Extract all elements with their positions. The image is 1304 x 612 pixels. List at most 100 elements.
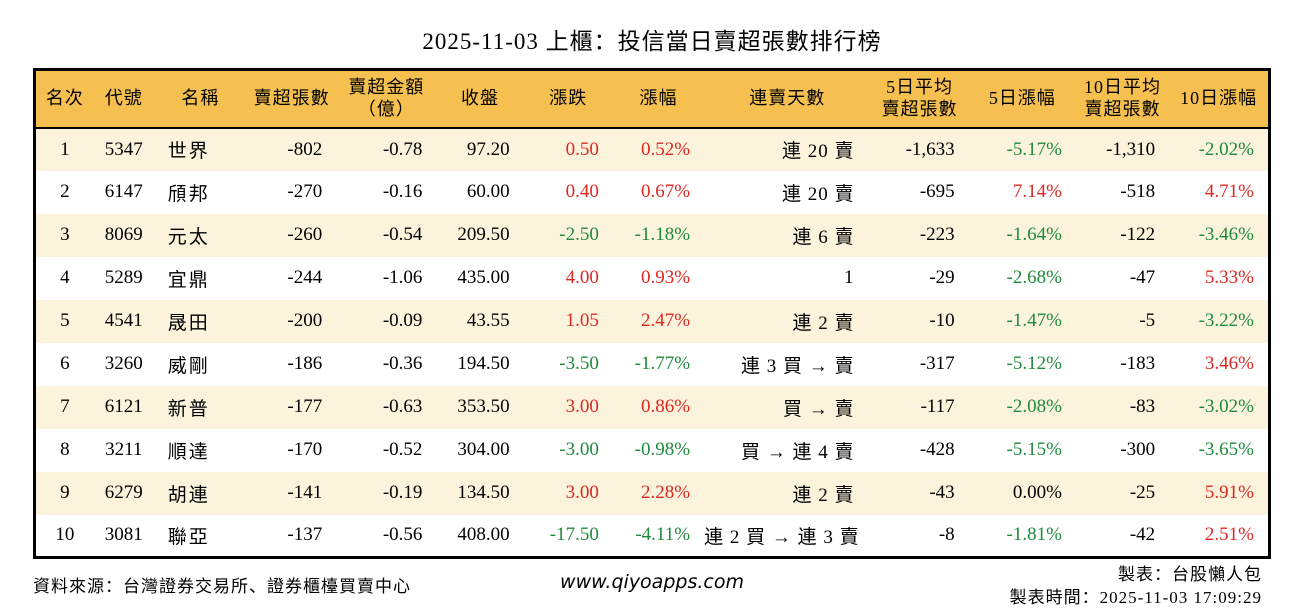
column-header-net-sell-amount: 賣超金額 （億） [336, 69, 437, 129]
cell-avg5-net-sell-volume: -1,633 [905, 138, 955, 160]
cell-avg10-net-sell-volume: -122 [1120, 224, 1156, 245]
cell-consecutive-sell-days: 連 3 買 → 賣 [740, 355, 855, 377]
cell-change: 4.00 [565, 267, 599, 288]
cell-change-10d-pct: -2.02% [1198, 138, 1254, 160]
cell-net-sell-volume: -137 [287, 524, 323, 546]
cell-change-10d-pct: 2.51% [1204, 524, 1254, 546]
cell-change-5d-pct: -5.12% [1006, 353, 1062, 374]
cell-code: 3211 [105, 439, 143, 460]
page-title: 2025-11-03 上櫃：投信當日賣超張數排行榜 [422, 29, 882, 54]
cell-consecutive-sell-days: 1 [843, 267, 855, 288]
cell-net-sell-amount: -0.56 [382, 524, 423, 546]
column-header-change: 漲跌 [523, 69, 613, 129]
cell-change-pct: -0.98% [634, 439, 691, 460]
cell-rank: 5 [60, 310, 70, 331]
table-row: 1 5347 世界 -802 -0.78 97.20 0.50 0.52% 連 20 賣 -1,6… [34, 127, 1270, 171]
cell-change: -17.50 [549, 524, 599, 546]
cell-close: 408.00 [457, 524, 510, 546]
cell-net-sell-amount: -1.06 [382, 267, 423, 288]
cell-avg10-net-sell-volume: -5 [1139, 310, 1156, 331]
cell-name: 順達 [167, 441, 210, 463]
column-header-change-pct: 漲幅 [612, 69, 705, 129]
table-header: 名次 代號 名稱 賣超張數 賣超金額 （億） 收盤 漲跌 漲幅 連賣天數 5日平均 賣超張數 5日漲… [34, 69, 1270, 129]
cell-rank: 10 [55, 524, 75, 546]
table-row: 8 3211 順達 -170 -0.52 304.00 -3.00 -0.98% 買 → 連 4… [35, 429, 1270, 472]
column-header-avg5-net-sell-volume: 5日平均 賣超張數 [870, 69, 969, 129]
cell-consecutive-sell-days: 連 2 賣 [792, 312, 855, 334]
ranking-table: 名次 代號 名稱 賣超張數 賣超金額 （億） 收盤 漲跌 漲幅 連賣天數 5日平均 賣超張數 5日漲… [33, 68, 1271, 559]
cell-name: 晟田 [167, 312, 210, 334]
cell-change-5d-pct: -2.08% [1006, 396, 1062, 417]
cell-name: 世界 [167, 141, 210, 162]
cell-avg10-net-sell-volume: -42 [1129, 524, 1156, 546]
table-header-row: 名次 代號 名稱 賣超張數 賣超金額 （億） 收盤 漲跌 漲幅 連賣天數 5日平均 賣超張數 5日漲… [34, 69, 1270, 129]
column-header-code: 代號 [93, 69, 154, 129]
cell-net-sell-amount: -0.16 [382, 181, 423, 202]
cell-change-pct: 2.28% [640, 482, 691, 503]
cell-change: 3.00 [565, 396, 599, 417]
cell-change-pct: -1.77% [634, 353, 691, 374]
cell-change: 0.50 [565, 138, 599, 160]
cell-close: 353.50 [457, 396, 510, 417]
cell-avg5-net-sell-volume: -317 [919, 353, 955, 374]
cell-change-5d-pct: -1.64% [1006, 224, 1062, 245]
cell-change-pct: 0.67% [640, 181, 691, 202]
column-header-name: 名稱 [153, 69, 247, 129]
cell-avg10-net-sell-volume: -25 [1129, 482, 1156, 503]
cell-avg5-net-sell-volume: -117 [920, 396, 955, 417]
cell-change: -3.00 [559, 439, 599, 460]
cell-rank: 1 [60, 138, 70, 160]
cell-close: 97.20 [466, 138, 510, 160]
cell-consecutive-sell-days: 連 2 買 → 連 3 賣 [704, 526, 860, 548]
cell-code: 6147 [104, 181, 143, 202]
cell-consecutive-sell-days: 連 20 賣 [781, 183, 855, 205]
cell-change-10d-pct: -3.02% [1198, 396, 1254, 417]
cell-change: 0.40 [565, 181, 599, 202]
table-row: 9 6279 胡連 -141 -0.19 134.50 3.00 2.28% 連 2 賣 -43 0… [34, 471, 1270, 515]
column-header-net-sell-volume: 賣超張數 [247, 69, 337, 129]
cell-rank: 4 [60, 267, 70, 288]
cell-avg10-net-sell-volume: -47 [1129, 267, 1156, 288]
cell-name: 威剛 [167, 355, 210, 377]
cell-change-10d-pct: 3.46% [1204, 353, 1254, 374]
cell-consecutive-sell-days: 連 20 賣 [781, 141, 855, 162]
cell-name: 元太 [167, 226, 210, 248]
column-header-consecutive-sell-days: 連賣天數 [704, 69, 871, 129]
column-header-rank: 名次 [34, 69, 94, 129]
cell-change: 1.05 [565, 310, 599, 331]
cell-avg5-net-sell-volume: -43 [929, 482, 955, 503]
cell-change: -3.50 [559, 353, 599, 374]
cell-net-sell-volume: -170 [287, 439, 323, 460]
table-row: 10 3081 聯亞 -137 -0.56 408.00 -17.50 -4.11% 連 2 買… [35, 515, 1270, 558]
cell-change-5d-pct: -5.17% [1006, 138, 1062, 160]
cell-change-5d-pct: -1.47% [1006, 310, 1062, 331]
cell-avg10-net-sell-volume: -300 [1120, 439, 1156, 460]
cell-close: 43.55 [466, 310, 510, 331]
cell-change-5d-pct: -5.15% [1006, 439, 1062, 460]
cell-change: -2.50 [559, 224, 599, 245]
cell-net-sell-amount: -0.63 [382, 396, 423, 417]
cell-change-pct: 0.52% [640, 138, 691, 160]
cell-code: 5289 [104, 267, 143, 288]
table-row: 5 4541 晟田 -200 -0.09 43.55 1.05 2.47% 連 2 賣 -10 -1… [34, 299, 1270, 343]
cell-avg5-net-sell-volume: -223 [919, 224, 955, 245]
table-row: 3 8069 元太 -260 -0.54 209.50 -2.50 -1.18% 連 6 賣 -2… [34, 213, 1270, 257]
cell-rank: 3 [60, 224, 70, 245]
cell-net-sell-amount: -0.52 [382, 439, 423, 460]
cell-change-pct: 0.93% [640, 267, 691, 288]
maker-info: 製表：台股懶人包 製表時間：2025-11-03 17:09:29 [1010, 564, 1262, 610]
cell-net-sell-amount: -0.54 [382, 224, 423, 245]
cell-code: 6121 [104, 396, 143, 417]
cell-avg5-net-sell-volume: -695 [919, 181, 955, 202]
cell-rank: 8 [60, 439, 70, 460]
table-body: 1 5347 世界 -802 -0.78 97.20 0.50 0.52% 連 20 賣 -1,6… [34, 127, 1270, 558]
cell-net-sell-volume: -141 [287, 482, 323, 503]
cell-change-5d-pct: 0.00% [1012, 482, 1062, 503]
cell-net-sell-volume: -186 [287, 353, 323, 374]
cell-avg5-net-sell-volume: -29 [929, 267, 955, 288]
cell-change-5d-pct: -2.68% [1006, 267, 1062, 288]
footer: 資料來源：台灣證券交易所、證券櫃檯買賣中心 www.qiyoapps.com 製… [0, 562, 1304, 612]
cell-name: 新普 [167, 398, 210, 420]
cell-avg5-net-sell-volume: -428 [919, 439, 955, 460]
cell-consecutive-sell-days: 連 2 賣 [792, 484, 855, 506]
